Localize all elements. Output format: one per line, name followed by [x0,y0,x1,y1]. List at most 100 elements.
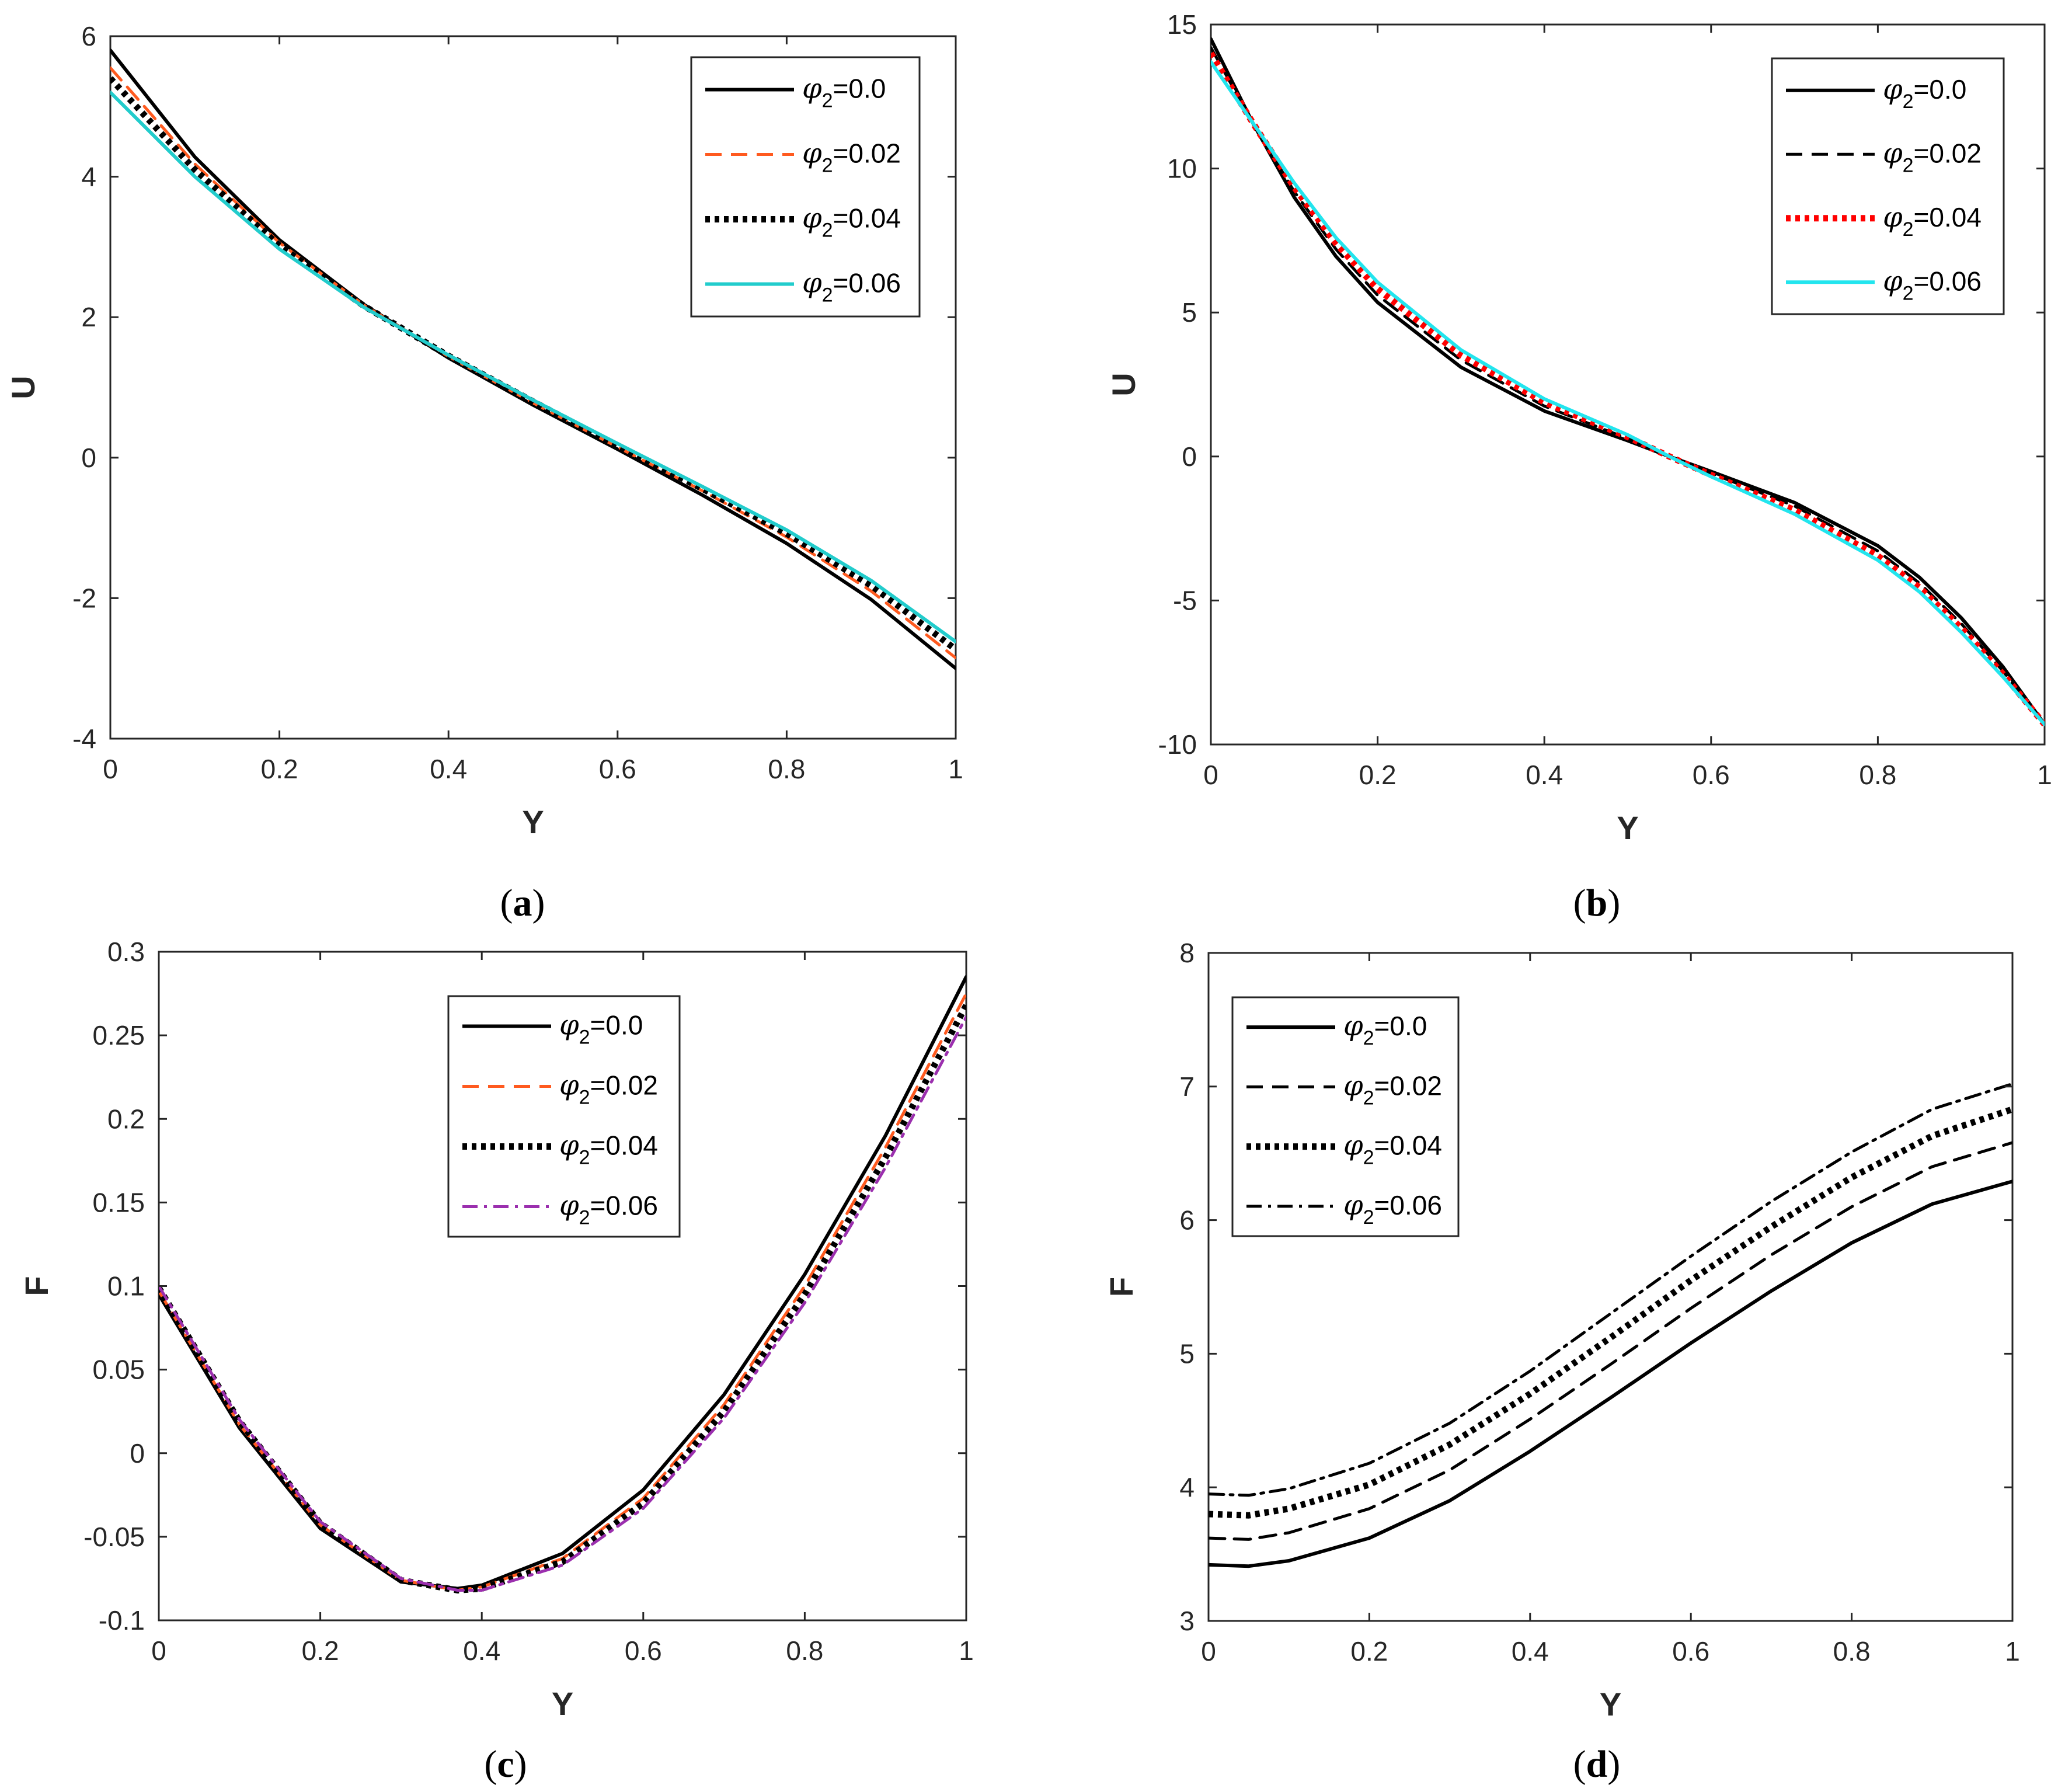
legend-symbol: φ [1883,73,1903,106]
x-axis-label: Y [522,803,544,840]
legend-value: =0.04 [1914,202,1982,232]
y-tick-label: 5 [1179,1338,1195,1369]
x-tick-label: 0 [1203,760,1218,790]
legend-label-1: φ2=0.0 [802,72,886,112]
y-tick-label: 15 [1167,9,1197,40]
legend-label-2: φ2=0.02 [559,1069,658,1109]
caption-letter: a [513,882,532,924]
series-line-3 [159,1004,966,1593]
y-tick-label: -5 [1173,585,1197,615]
y-tick-label: 7 [1179,1071,1195,1102]
y-tick-label: 5 [1182,297,1197,328]
panel-caption: (c) [484,1743,527,1786]
legend-symbol: φ [1883,137,1903,169]
legend-symbol: φ [802,137,822,170]
y-tick-label: -2 [72,583,96,613]
legend-value: =0.0 [833,74,886,104]
series-group [159,975,966,1593]
x-tick-label: 0.4 [463,1636,500,1666]
legend-subscript: 2 [1903,154,1914,176]
series-line-4 [1211,60,2045,726]
series-group [110,48,956,670]
series-group [1209,1082,2012,1568]
legend-value: =0.02 [1914,138,1982,168]
y-tick-label: -0.05 [83,1522,145,1552]
legend-label-4: φ2=0.06 [559,1189,658,1229]
x-tick-label: 0.4 [430,754,467,784]
legend-label-3: φ2=0.04 [1343,1129,1442,1169]
legend-subscript: 2 [1363,1206,1374,1229]
y-tick-label: 2 [81,302,96,332]
chart-panel-a: 0 0.2 0.4 0.6 0.8 1-4-20246YUφ2=0.0φ2=0.02φ2=… [5,21,963,924]
y-tick-label: 0.3 [107,937,145,967]
series-line-4 [1209,1082,2012,1497]
legend-label-4: φ2=0.06 [1343,1189,1442,1229]
legend-symbol: φ [559,1129,579,1162]
x-tick-label: 0.6 [1693,760,1730,790]
x-tick-label: 0.6 [1672,1636,1709,1666]
legend-subscript: 2 [1903,282,1914,304]
legend-value: =0.02 [833,138,901,169]
caption-open: ( [484,1743,497,1786]
legend-subscript: 2 [1903,218,1914,241]
legend-box [1231,996,1460,1237]
caption-open: ( [500,882,513,924]
legend-label-1: φ2=0.0 [559,1009,643,1049]
legend-label-3: φ2=0.04 [1883,201,1982,241]
panel-caption: (b) [1573,882,1621,924]
caption-open: ( [1573,1743,1586,1786]
y-tick-label: 4 [1179,1472,1195,1502]
legend-subscript: 2 [822,90,833,112]
series-line-4 [159,1015,966,1592]
legend-symbol: φ [1883,265,1903,297]
x-tick-label: 0.4 [1512,1636,1549,1666]
legend-box [1771,57,2005,315]
y-tick-label: -10 [1158,729,1197,760]
legend-subscript: 2 [579,1087,590,1109]
legend-subscript: 2 [579,1027,590,1049]
legend-subscript: 2 [1363,1087,1374,1109]
chart-panel-d: 0 0.2 0.4 0.6 0.8 1345678YFφ2=0.0φ2=0.02φ2=0.… [1103,938,2020,1786]
legend-value: =0.02 [1374,1070,1442,1101]
x-tick-label: 0.2 [302,1636,339,1666]
legend-subscript: 2 [1363,1147,1374,1169]
legend-label-2: φ2=0.02 [1883,137,1982,176]
legend-label-3: φ2=0.04 [802,202,901,242]
legend-symbol: φ [1343,1069,1363,1102]
y-axis-label: F [18,1276,55,1296]
legend-symbol: φ [802,267,822,300]
caption-open: ( [1573,882,1586,924]
legend-value: =0.06 [1374,1190,1442,1220]
legend-subscript: 2 [822,155,833,177]
caption-close: ) [1607,1743,1620,1786]
y-tick-label: 0.2 [107,1104,145,1134]
legend-symbol: φ [1343,1010,1363,1042]
legend-symbol: φ [1883,201,1903,234]
y-tick-label: 0 [81,443,96,473]
legend-value: =0.04 [833,203,901,234]
x-tick-label: 0.2 [261,754,298,784]
y-tick-label: 3 [1179,1606,1195,1636]
legend-subscript: 2 [579,1207,590,1229]
y-tick-label: 6 [1179,1205,1195,1236]
legend-label-4: φ2=0.06 [802,267,901,307]
y-tick-label: 0.05 [92,1355,145,1385]
panel-caption: (a) [500,882,545,924]
x-tick-label: 0.2 [1359,760,1397,790]
legend-subscript: 2 [822,284,833,307]
legend-subscript: 2 [579,1147,590,1169]
caption-close: ) [1607,882,1620,924]
x-tick-label: 1 [2005,1636,2020,1666]
legend-label-1: φ2=0.0 [1883,73,1966,113]
legend-symbol: φ [802,72,822,105]
y-tick-label: 0.25 [92,1020,145,1050]
plot-area [158,951,967,1622]
legend-subscript: 2 [1903,91,1914,113]
legend-value: =0.04 [1374,1130,1442,1161]
legend-label-2: φ2=0.02 [802,137,901,177]
y-tick-label: 10 [1167,154,1197,184]
legend-value: =0.06 [590,1191,658,1221]
series-line-1 [110,48,956,670]
y-axis-label: U [5,375,41,399]
